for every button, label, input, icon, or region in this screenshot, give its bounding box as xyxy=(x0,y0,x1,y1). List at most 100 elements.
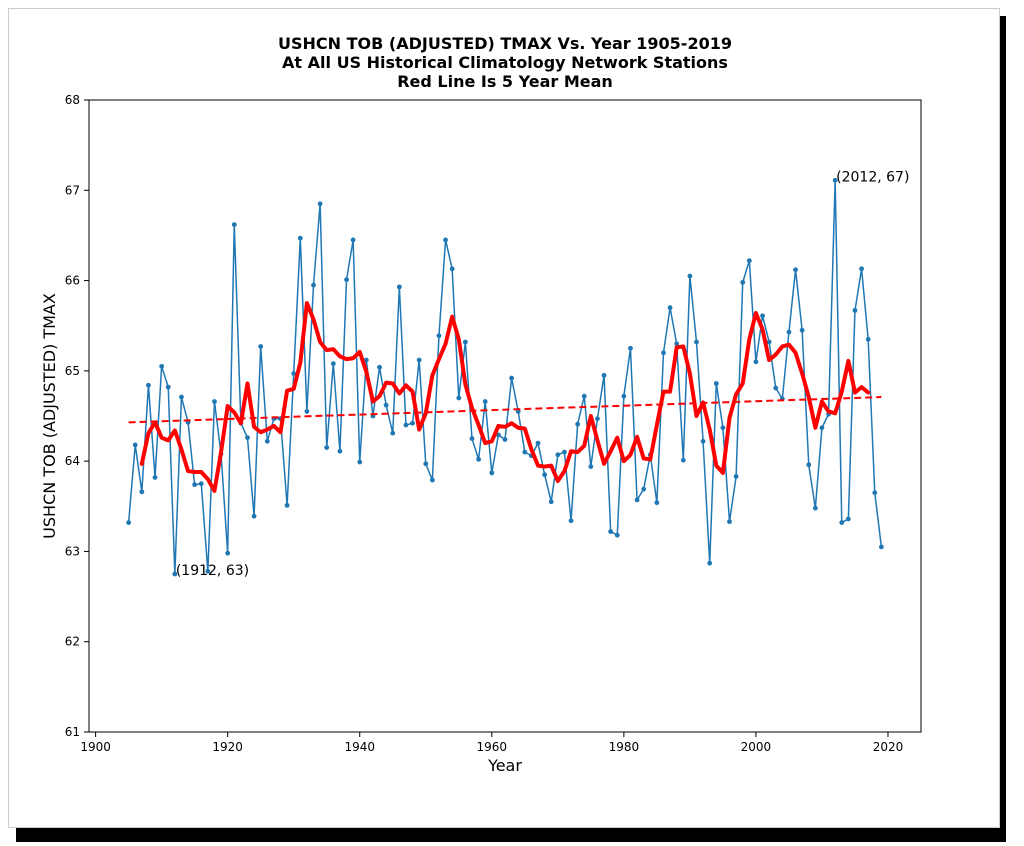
annual-tmax-point xyxy=(753,359,759,365)
annual-tmax-point xyxy=(819,425,825,431)
annual-tmax-point xyxy=(212,399,217,404)
plot-layer xyxy=(126,177,884,577)
annual-tmax-point xyxy=(562,449,567,455)
annual-tmax-point xyxy=(760,313,765,319)
annual-tmax-point xyxy=(476,456,481,462)
annual-tmax-point xyxy=(667,305,673,311)
annual-tmax-point xyxy=(363,357,369,363)
annual-tmax-point xyxy=(568,518,574,524)
annual-tmax-point xyxy=(839,520,845,525)
annual-tmax-point xyxy=(159,363,165,369)
annual-tmax-point xyxy=(555,452,561,458)
annual-tmax-point xyxy=(733,474,739,479)
annual-tmax-point xyxy=(132,442,138,448)
annual-tmax-point xyxy=(694,339,699,345)
annual-tmax-point xyxy=(330,361,336,367)
annual-tmax-point xyxy=(786,329,792,335)
annual-tmax-point xyxy=(806,462,812,468)
annual-tmax-point xyxy=(337,448,343,454)
five-year-mean-line xyxy=(139,301,871,493)
annual-tmax-point xyxy=(720,425,726,431)
annual-tmax-point xyxy=(621,393,627,399)
annual-tmax-point xyxy=(872,490,878,496)
chart-title-line-1: USHCN TOB (ADJUSTED) TMAX Vs. Year 1905-… xyxy=(278,34,732,53)
y-tick-label: 65 xyxy=(65,364,80,378)
annual-tmax-point xyxy=(845,516,851,522)
annual-tmax-point xyxy=(245,435,250,441)
annual-tmax-point xyxy=(832,177,838,183)
annual-tmax-point xyxy=(522,449,528,455)
annual-tmax-point xyxy=(581,393,587,399)
annual-tmax-point xyxy=(436,333,442,339)
annual-tmax-point xyxy=(416,357,422,363)
annual-tmax-point xyxy=(225,550,231,556)
annual-tmax-point xyxy=(350,237,356,243)
annual-tmax-point xyxy=(614,532,620,538)
annual-tmax-point xyxy=(205,568,211,574)
annual-tmax-point xyxy=(251,513,257,519)
annual-tmax-point xyxy=(812,505,818,511)
annual-tmax-point xyxy=(661,350,666,356)
annual-tmax-point xyxy=(680,457,686,463)
x-tick-label: 1940 xyxy=(344,740,375,754)
annual-tmax-point xyxy=(766,339,772,345)
annual-tmax-point xyxy=(542,472,548,478)
annual-tmax-point xyxy=(588,464,594,469)
annual-tmax-point xyxy=(357,459,363,465)
annual-tmax-point xyxy=(654,500,660,506)
x-tick-label: 1980 xyxy=(609,740,640,754)
annual-tmax-point xyxy=(852,307,858,313)
y-tick-label: 66 xyxy=(65,274,80,288)
x-tick-label: 1900 xyxy=(80,740,111,754)
annual-tmax-point xyxy=(198,481,204,487)
annual-tmax-point xyxy=(291,371,297,376)
annual-tmax-point xyxy=(324,445,330,450)
annual-tmax-point xyxy=(535,440,541,446)
annual-tmax-point xyxy=(264,438,270,444)
annual-tmax-point xyxy=(192,482,198,488)
annual-tmax-point xyxy=(449,266,455,272)
annual-tmax-point xyxy=(139,489,145,495)
plot-area-border xyxy=(88,99,922,733)
y-axis-label: USHCN TOB (ADJUSTED) TMAX xyxy=(40,293,59,539)
annual-tmax-point xyxy=(509,375,514,381)
y-tick-label: 64 xyxy=(65,454,80,468)
annotations: (1912, 63) (2012, 67) xyxy=(176,169,910,579)
y-tick-label: 61 xyxy=(65,725,80,739)
annual-tmax-point xyxy=(707,560,713,566)
x-tick-label: 1920 xyxy=(212,740,243,754)
annual-tmax-point xyxy=(304,409,310,414)
annual-tmax-point xyxy=(152,474,158,480)
x-axis-label: Year xyxy=(487,756,522,775)
annual-tmax-point xyxy=(859,266,864,272)
annual-tmax-point xyxy=(126,520,132,525)
annual-tmax-point xyxy=(799,327,805,333)
annual-tmax-point xyxy=(469,436,475,441)
annual-tmax-point xyxy=(344,277,349,283)
annual-tmax-point xyxy=(865,336,871,342)
annual-tmax-point xyxy=(258,344,264,349)
annual-tmax-point xyxy=(410,420,415,426)
annual-tmax-point xyxy=(595,416,600,422)
annual-tmax-point xyxy=(377,364,382,370)
x-tick-label: 1960 xyxy=(477,740,508,754)
x-axis: 1900 1920 1940 1960 1980 2000 2020 xyxy=(80,732,903,754)
chart-title-line-2: At All US Historical Climatology Network… xyxy=(282,53,728,72)
annual-tmax-point xyxy=(423,461,429,467)
annual-tmax-line xyxy=(127,179,883,575)
y-tick-label: 68 xyxy=(65,93,80,107)
annual-tmax-point xyxy=(179,394,184,400)
annual-tmax-point xyxy=(674,341,680,347)
annual-tmax-point xyxy=(793,267,798,273)
annual-tmax-point xyxy=(146,382,151,388)
annual-tmax-point xyxy=(231,222,237,227)
annual-tmax-point xyxy=(773,385,779,391)
annual-tmax-point xyxy=(383,402,389,408)
annotation-label: (2012, 67) xyxy=(836,169,909,185)
annual-tmax-point xyxy=(548,499,554,505)
annual-tmax-point xyxy=(575,421,581,427)
annual-tmax-point xyxy=(713,381,719,386)
annual-tmax-point xyxy=(390,430,396,436)
annual-tmax-point xyxy=(284,502,290,508)
